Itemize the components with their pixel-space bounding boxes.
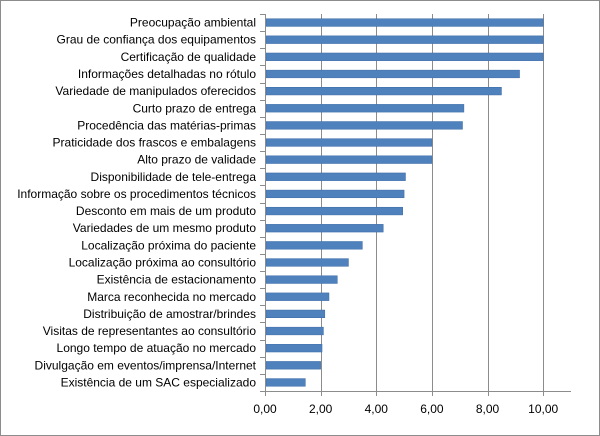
bars [265,18,544,387]
bar [265,87,502,96]
bar [265,224,384,233]
bar [265,361,321,370]
category-label: Certificação de qualidade [121,50,257,64]
bar [265,155,433,164]
category-label: Variedades de um mesmo produto [73,221,257,235]
category-label: Procedência das matérias-primas [77,118,256,132]
x-tick-label: 6,00 [420,402,444,416]
bar [265,104,465,113]
category-label: Existência de um SAC especializado [61,375,257,389]
category-label: Divulgação em eventos/imprensa/Internet [35,358,257,372]
category-label: Localização próxima do paciente [81,238,256,252]
x-tick-label: 8,00 [476,402,500,416]
category-label: Informações detalhadas no rótulo [78,67,256,81]
bar [265,35,544,44]
x-tick-label: 2,00 [309,402,333,416]
category-label: Informação sobre os procedimentos técnic… [17,187,256,201]
axes [260,14,571,396]
bar [265,326,324,336]
bar [265,344,323,353]
category-label: Marca reconhecida no mercado [87,290,256,304]
bar [265,69,520,79]
bar [265,52,544,61]
category-label: Alto prazo de validade [137,153,256,167]
bar [265,258,349,267]
bar [265,172,406,181]
category-label: Existência de estacionamento [97,273,257,287]
bar [265,138,433,147]
x-tick-label: 10,00 [528,402,558,416]
category-label: Localização próxima ao consultório [69,255,257,269]
category-label: Distribuição de amostrar/brindes [83,307,256,321]
category-label: Grau de confiança dos equipamentos [57,33,256,47]
bar [265,378,306,387]
category-label: Praticidade dos frascos e embalagens [53,136,256,150]
category-label: Longo tempo de atuação no mercado [57,341,257,355]
bar [265,18,544,27]
bar [265,206,403,216]
bar [265,189,405,199]
x-tick-label: 0,00 [253,402,277,416]
category-label: Visitas de representantes ao consultório [43,324,257,338]
bar [265,121,463,130]
bar [265,309,326,318]
bar [265,292,330,301]
category-label: Disponibilidade de tele-entrega [91,170,257,184]
bar [265,275,338,284]
category-label: Curto prazo de entrega [133,101,257,115]
category-labels: Preocupação ambiental Grau de confiança d… [17,16,256,390]
category-label: Desconto em mais de um produto [76,204,256,218]
bar [265,241,363,250]
x-tick-labels: 0,00 2,00 4,00 6,00 8,00 10,00 [253,402,558,416]
x-tick-label: 4,00 [365,402,389,416]
category-label: Preocupação ambiental [130,16,256,30]
category-label: Variedade de manipulados oferecidos [55,84,256,98]
